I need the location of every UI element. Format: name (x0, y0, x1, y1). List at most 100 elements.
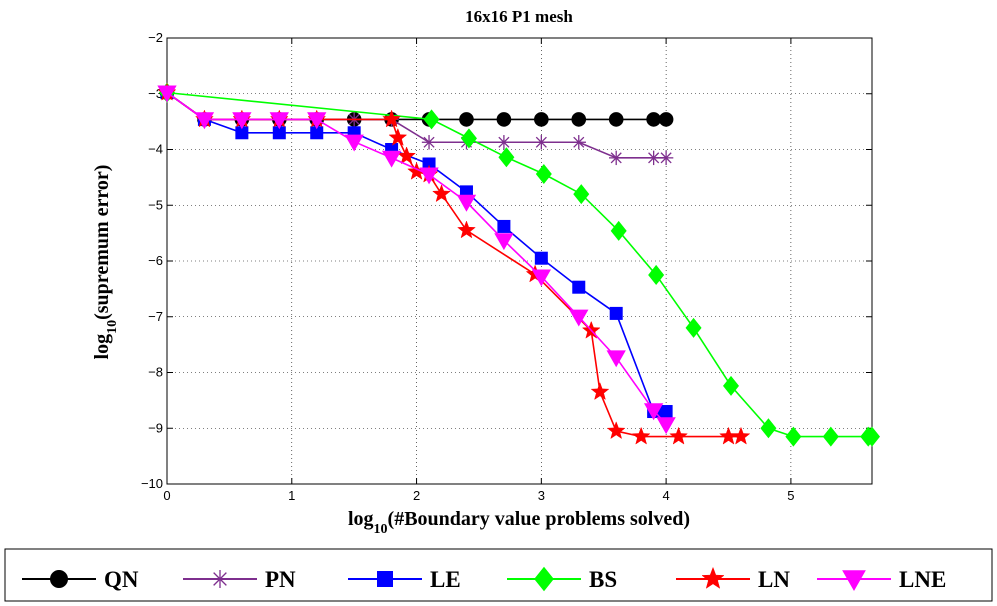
data-point (432, 184, 451, 203)
y-tick-label: −10 (141, 476, 163, 491)
series-layer (157, 82, 881, 447)
data-point (631, 426, 651, 445)
legend-item-qn: QN (22, 567, 139, 592)
data-point (534, 112, 549, 127)
data-point (194, 112, 215, 130)
data-point (685, 317, 702, 338)
legend: QN PN LE BS LN LNE (22, 566, 946, 592)
asterisk-stroke (660, 152, 672, 164)
data-point (606, 350, 626, 368)
asterisk-stroke (535, 136, 547, 148)
legend-item-lne: LNE (817, 567, 946, 592)
data-point (423, 109, 440, 130)
data-point (397, 146, 416, 165)
data-point (658, 112, 674, 127)
data-point (658, 150, 674, 166)
asterisk-stroke (498, 136, 510, 148)
y-tick-label: −2 (148, 30, 163, 45)
data-point (382, 109, 402, 128)
data-point (534, 566, 554, 592)
data-point (785, 426, 802, 447)
y-axis-label: log10(supremum error) (91, 165, 120, 360)
y-tick-label: −7 (148, 309, 163, 324)
data-point (731, 426, 751, 445)
legend-label: BS (589, 567, 617, 592)
data-point (842, 570, 866, 592)
legend-label: LE (430, 567, 461, 592)
x-tick-label: 2 (413, 488, 420, 503)
data-point (646, 112, 661, 127)
data-point (232, 112, 252, 130)
data-point (863, 426, 881, 447)
legend-label: LN (758, 567, 790, 592)
legend-box (4, 548, 993, 602)
legend-item-ln: LN (676, 566, 790, 592)
data-point (534, 251, 548, 265)
data-point (573, 184, 590, 205)
chart-title: 16x16 P1 mesh (465, 7, 573, 26)
data-point (421, 135, 437, 150)
data-point (571, 135, 586, 150)
legend-label: LNE (899, 567, 946, 592)
data-point (656, 417, 676, 435)
data-point (669, 426, 689, 445)
y-tick-label: −8 (148, 365, 163, 380)
data-point (590, 382, 610, 401)
y-tick-label: −9 (148, 420, 163, 435)
legend-label: QN (104, 567, 139, 592)
legend-label: PN (265, 567, 296, 592)
legend-item-bs: BS (507, 566, 617, 592)
legend-item-le: LE (348, 567, 461, 592)
data-point (531, 269, 551, 287)
data-point (606, 421, 626, 440)
x-tick-label: 1 (288, 488, 295, 503)
data-point (610, 220, 627, 241)
data-point (496, 112, 512, 127)
data-point (457, 220, 476, 239)
axes-box (166, 37, 873, 485)
series-bs (158, 82, 881, 447)
x-axis-label: log10(#Boundary value problems solved) (348, 508, 690, 537)
asterisk-stroke (213, 572, 227, 586)
data-point (377, 571, 393, 587)
y-tick-label: −5 (148, 197, 163, 212)
data-point (388, 127, 408, 146)
asterisk-stroke (573, 136, 585, 148)
data-point (760, 418, 777, 439)
data-point (822, 426, 839, 447)
x-tick-label: 4 (662, 488, 669, 503)
data-point (157, 85, 177, 103)
data-point (569, 309, 589, 327)
data-point (608, 112, 624, 127)
data-point (50, 570, 68, 588)
asterisk-stroke (648, 152, 660, 164)
data-point (456, 194, 477, 212)
tick-labels: 0 1 2 3 4 5−10−9−8−7−6−5−4−3−2 (141, 30, 795, 503)
data-point (571, 112, 587, 127)
data-point (701, 566, 725, 589)
data-point (307, 112, 327, 130)
data-point (498, 147, 515, 168)
data-point (572, 280, 586, 294)
data-point (643, 403, 664, 421)
data-point (609, 150, 624, 166)
legend-item-pn: PN (183, 567, 296, 592)
data-point (496, 135, 512, 150)
y-tick-label: −6 (148, 253, 163, 268)
x-tick-label: 3 (538, 488, 545, 503)
data-point (659, 405, 673, 419)
data-point (459, 112, 474, 127)
data-point (494, 233, 514, 251)
grid-lines (167, 38, 872, 484)
asterisk-stroke (610, 152, 622, 164)
data-point (419, 167, 439, 185)
y-tick-label: −4 (148, 142, 163, 157)
data-point (269, 112, 289, 130)
asterisk-stroke (423, 136, 435, 148)
data-point (646, 150, 661, 166)
data-point (381, 150, 402, 168)
data-point (211, 570, 229, 588)
data-point (460, 128, 477, 149)
data-point (609, 306, 623, 320)
